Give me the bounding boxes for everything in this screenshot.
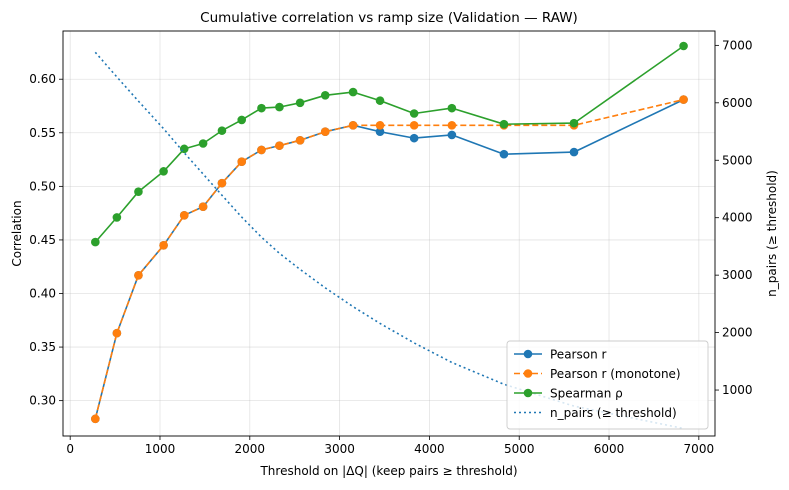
plot-frame <box>62 30 716 437</box>
data-point <box>348 87 358 97</box>
data-point <box>237 157 247 167</box>
data-point <box>409 120 419 130</box>
x-tick-label: 3000 <box>324 442 355 456</box>
data-point <box>409 109 419 118</box>
data-point <box>198 202 208 212</box>
data-point <box>257 103 266 113</box>
x-tick-label: 1000 <box>145 442 176 456</box>
data-point <box>295 135 305 145</box>
data-point <box>275 102 284 112</box>
data-point <box>257 145 266 155</box>
x-tick-label: 0 <box>66 442 74 456</box>
data-point <box>679 95 688 104</box>
legend-box <box>506 340 709 430</box>
y2-tick-label: 6000 <box>722 96 753 110</box>
y-tick-label: 0.60 <box>29 72 56 86</box>
data-point <box>179 210 189 220</box>
y-axis-label: Correlation <box>10 200 24 266</box>
y2-tick-label: 7000 <box>722 38 753 52</box>
y-tick-label: 0.35 <box>29 340 56 354</box>
data-point <box>447 130 457 140</box>
legend-item: n_pairs (≥ threshold) <box>514 406 677 420</box>
legend-swatch-marker <box>523 349 533 359</box>
data-point <box>320 90 330 100</box>
data-point <box>91 237 100 247</box>
x-tick-label: 5000 <box>504 442 535 456</box>
y2-tick-label: 4000 <box>722 211 753 225</box>
data-point <box>134 187 143 197</box>
y-tick-label: 0.55 <box>29 126 56 140</box>
chart-title: Cumulative correlation vs ramp size (Val… <box>200 10 578 26</box>
y2-tick-label: 1000 <box>722 383 753 397</box>
legend-item: Spearman ρ <box>514 387 623 401</box>
data-point <box>217 126 227 135</box>
data-point <box>159 240 168 250</box>
data-point <box>112 328 122 338</box>
y2-axis-label: n_pairs (≥ threshold) <box>765 170 779 297</box>
data-point <box>375 120 385 130</box>
data-point <box>134 270 143 280</box>
data-point <box>409 133 419 143</box>
data-point <box>275 141 284 150</box>
data-point <box>447 120 457 130</box>
x-tick-label: 4000 <box>414 442 445 456</box>
legend-label: Pearson r (monotone) <box>550 367 681 381</box>
x-tick-label: 2000 <box>235 442 266 456</box>
legend-swatch-marker <box>523 369 533 378</box>
data-point <box>198 139 208 148</box>
data-point <box>348 120 358 130</box>
data-point <box>375 127 385 137</box>
series-group <box>91 95 688 424</box>
legend-item: Pearson r (monotone) <box>514 367 681 381</box>
y-tick-label: 0.45 <box>29 233 56 247</box>
data-point <box>679 41 688 51</box>
legend-label: Spearman ρ <box>550 387 623 401</box>
legend: Pearson r Pearson r (monotone) Spearman ρ n… <box>506 340 709 430</box>
data-point <box>569 147 579 157</box>
data-point <box>295 98 305 108</box>
data-point <box>499 119 509 129</box>
data-point <box>91 414 100 424</box>
series-group <box>91 41 688 247</box>
y2-tick-label: 2000 <box>722 326 753 340</box>
x-tick-label: 6000 <box>594 442 625 456</box>
legend-label: Pearson r <box>550 348 606 362</box>
y2-tick-label: 5000 <box>722 153 753 167</box>
y-tick-label: 0.30 <box>29 394 56 408</box>
y2-tick-label: 3000 <box>722 268 753 282</box>
y-tick-label: 0.40 <box>29 287 56 301</box>
y-tick-label: 0.50 <box>29 179 56 193</box>
data-point <box>237 115 247 125</box>
data-point <box>112 213 122 222</box>
data-point <box>569 118 579 128</box>
data-point <box>217 178 227 188</box>
x-axis-label: Threshold on |ΔQ| (keep pairs ≥ threshol… <box>259 464 517 478</box>
data-point <box>499 149 509 159</box>
legend-label: n_pairs (≥ threshold) <box>550 406 677 420</box>
ticks: 0 1000 2000 3000 4000 5000 6000 7000 0.30 0.35 0.4… <box>29 38 752 456</box>
data-point <box>447 103 457 113</box>
legend-swatch-marker <box>523 388 533 398</box>
data-point <box>159 167 168 176</box>
legend-item: Pearson r <box>514 348 606 362</box>
x-tick-label: 7000 <box>684 442 715 456</box>
data-point <box>179 144 189 154</box>
data-point <box>375 96 385 105</box>
data-point <box>320 127 330 137</box>
series-layer <box>91 41 688 430</box>
